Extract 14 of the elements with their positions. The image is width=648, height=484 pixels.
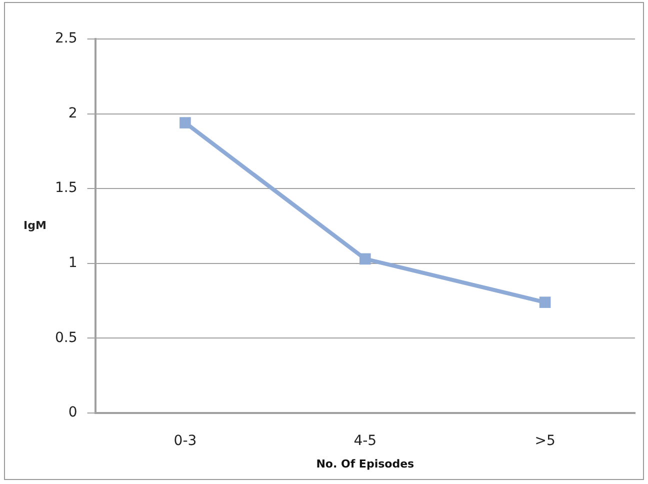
y-tick-label: 1.5 [55, 180, 78, 196]
x-tick-label: 0-3 [174, 433, 197, 450]
x-axis-title: No. Of Episodes [316, 457, 415, 470]
y-tick-label: 1 [68, 255, 78, 272]
point [539, 296, 551, 308]
y-tick-label: 0 [68, 404, 78, 421]
x-tick-label: >5 [534, 433, 556, 450]
point [180, 117, 191, 128]
y-tick-label: 2.5 [55, 30, 78, 47]
y-tick-label: 2 [68, 105, 78, 122]
y-axis-title: IgM [24, 218, 46, 232]
x-tick-label: 4-5 [354, 433, 377, 450]
point [359, 253, 371, 265]
y-tick-label: 0.5 [55, 330, 78, 346]
